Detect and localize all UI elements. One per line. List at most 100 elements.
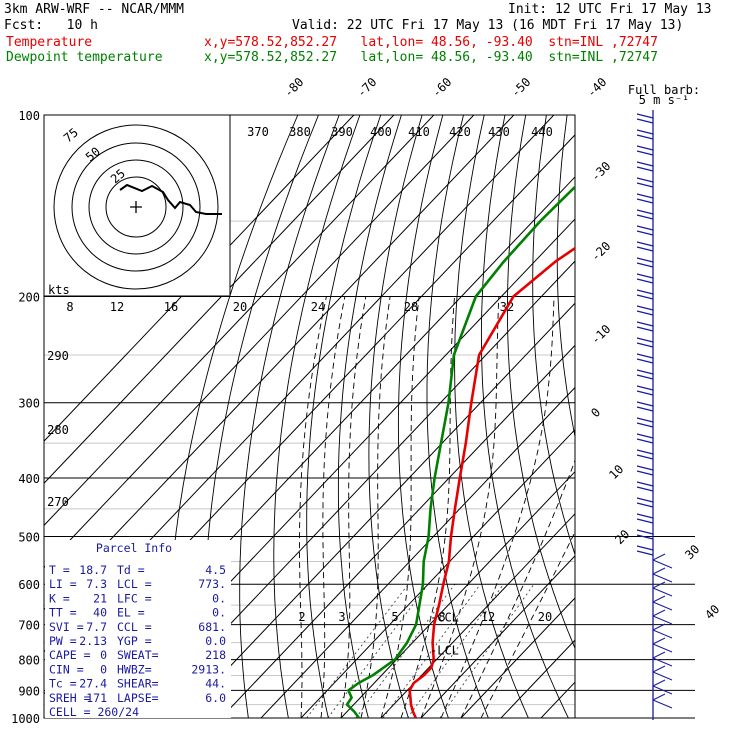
parcel-row-value-a: 21 [93, 591, 107, 605]
hodograph-speed-label: 20 [233, 300, 247, 314]
parcel-row-value-b: 773. [198, 577, 226, 591]
isotherm-line [420, 555, 575, 718]
isotherm-line [44, 115, 475, 569]
parcel-row-label-b: CCL = [117, 620, 152, 634]
wind-barb [636, 417, 654, 428]
isotherm-label-top: -50 [508, 75, 533, 100]
isotherm-line [44, 115, 435, 527]
parcel-row-label-a: LI = [49, 577, 77, 591]
hodograph-center [130, 201, 142, 213]
wind-barb-low [652, 581, 673, 597]
isotherm-line [340, 470, 575, 718]
dry-adiabat [581, 115, 728, 718]
hodograph-speed-label: 8 [66, 300, 73, 314]
wind-barb [636, 209, 654, 220]
wind-barb [636, 369, 654, 380]
hodograph-trace [119, 183, 222, 215]
sounding-series: -LCL -CCL [345, 185, 575, 718]
wind-barb [636, 321, 654, 332]
hodograph-unit-label: kts [48, 283, 70, 297]
wind-barb-low [652, 623, 673, 639]
parcel-box-bg [45, 540, 231, 718]
theta-label: 370 [247, 125, 269, 139]
wind-barb [636, 465, 654, 476]
dry-adiabat [273, 115, 361, 718]
wind-barb [636, 353, 654, 364]
theta-e-label: 280 [47, 423, 69, 437]
wind-barb [636, 497, 654, 508]
moist-adiabat [380, 296, 420, 718]
temperature-legend: Temperature [6, 35, 93, 50]
dry-adiabat [627, 115, 740, 718]
mixing-ratio-line [355, 583, 456, 718]
isotherm-line [44, 115, 395, 484]
parcel-row-label-b: LAPSE= [117, 691, 159, 705]
dry-adiabat [733, 115, 740, 718]
dry-adiabat [691, 115, 740, 718]
isotherm-label-right: 0 [588, 405, 603, 420]
mixing-ratio-label: 3 [338, 610, 345, 624]
dry-adiabat [368, 115, 423, 718]
isotherm-label-top: -70 [354, 75, 379, 100]
theta-label: 420 [449, 125, 471, 139]
pressure-tick-label: 800 [18, 654, 40, 668]
wind-box-unit: 5 m s⁻¹ [639, 93, 690, 107]
parcel-cell: CELL = 260/24 [49, 705, 139, 719]
wind-barb-low [652, 651, 673, 667]
wind-barb [636, 305, 654, 316]
parcel-row-label-a: TT = [49, 606, 77, 620]
dry-adiabat [480, 115, 569, 718]
dry-adiabat [604, 115, 740, 718]
pressure-tick-label: 1000 [11, 712, 40, 726]
wind-barb [636, 161, 654, 172]
moist-adiabat [480, 530, 575, 718]
wind-barb-low [652, 679, 673, 695]
isotherm-line [260, 386, 575, 718]
parcel-row-label-a: PW = [49, 634, 77, 648]
mixing-ratio-label: 2 [298, 610, 305, 624]
parcel-row-label-a: SVI = [49, 620, 84, 634]
moist-adiabat [460, 458, 575, 718]
parcel-row-label-b: HWBZ= [117, 662, 152, 676]
dry-adiabat [454, 115, 529, 718]
isotherm-line [460, 597, 575, 718]
parcel-row-label-a: Tc = [49, 677, 77, 691]
parcel-row-value-a: 18.7 [79, 563, 107, 577]
wind-barb [636, 449, 654, 460]
dry-adiabat [239, 115, 340, 718]
wind-barb [636, 385, 654, 396]
dewpoint-legend: Dewpoint temperature [6, 50, 163, 65]
mixing-ratio-line [327, 583, 429, 718]
isotherm-line [581, 115, 740, 718]
isotherm-label-right: 30 [682, 542, 702, 562]
parcel-row-label-b: YGP = [117, 634, 152, 648]
wind-barb-low [652, 637, 673, 653]
mixing-ratio-line [382, 583, 481, 718]
temperature-station-info: x,y=578.52,852.27 lat,lon= 48.56, -93.40… [204, 35, 658, 50]
moist-adiabat [360, 296, 391, 718]
pressure-tick-label: 100 [18, 109, 40, 123]
isotherm-label-top: -60 [429, 75, 454, 100]
pressure-tick-label: 300 [18, 397, 40, 411]
isotherm-label-right: 10 [606, 462, 626, 482]
mixing-ratio-label: 20 [538, 610, 552, 624]
hodograph-speed-label: 24 [311, 300, 325, 314]
wind-barb [636, 433, 654, 444]
pressure-tick-label: 200 [18, 291, 40, 305]
mixing-ratio-label: 12 [481, 610, 495, 624]
isotherm-line [44, 115, 515, 611]
parcel-row-value-b: 44. [205, 677, 226, 691]
parcel-row-value-b: 0.0 [205, 634, 226, 648]
wind-barb [636, 273, 654, 284]
parcel-row-value-b: 4.5 [205, 563, 226, 577]
pressure-tick-label: 700 [18, 619, 40, 633]
wind-barb [636, 177, 654, 188]
isotherm-line [44, 115, 355, 442]
wind-barb [636, 241, 654, 252]
parcel-info-box: Parcel Info T = 18.7 Td = 4.5 LI = 7.3 LCL = 773… [45, 540, 231, 719]
wind-barb-low [652, 567, 673, 583]
dry-adiabat [397, 115, 449, 718]
hodograph-ring [88, 159, 184, 255]
isotherm-label-right: -30 [588, 159, 613, 184]
